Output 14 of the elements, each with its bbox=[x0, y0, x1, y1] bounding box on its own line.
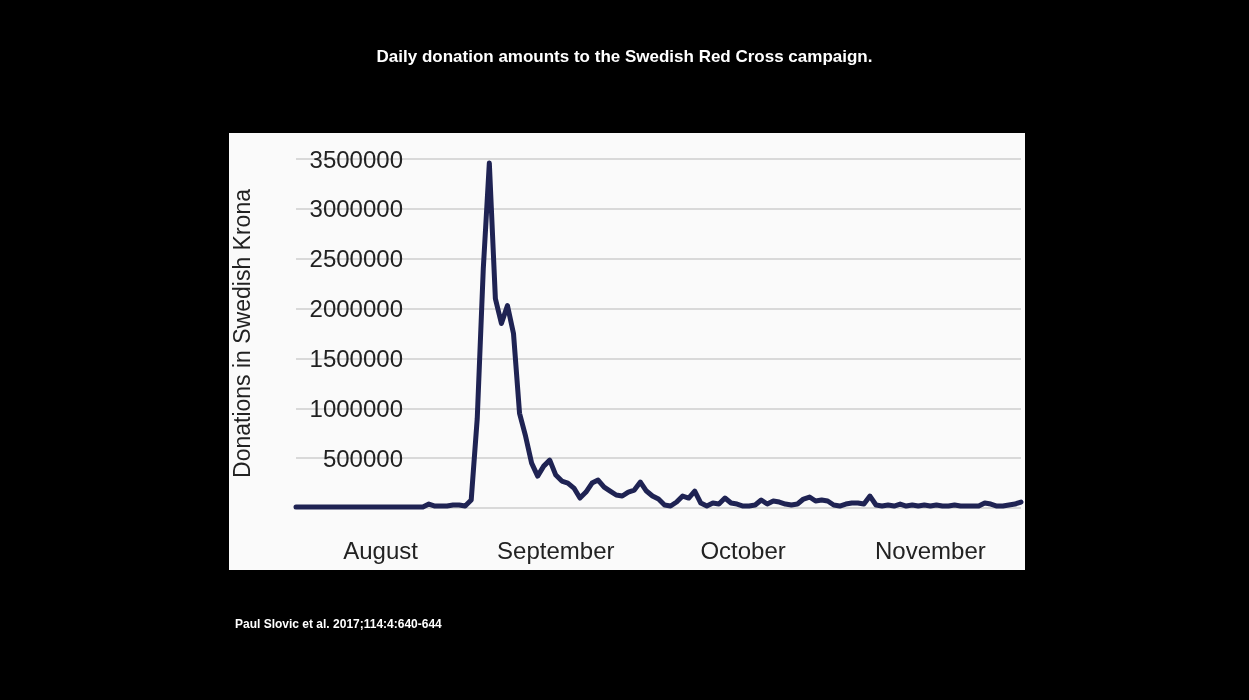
x-tick-label: September bbox=[497, 536, 615, 564]
y-tick-label: 500000 bbox=[322, 444, 403, 472]
y-tick-label: 3000000 bbox=[309, 195, 403, 223]
y-axis-title: Donations in Swedish Krona bbox=[228, 188, 255, 478]
x-tick-label: August bbox=[343, 536, 419, 564]
y-tick-label: 3500000 bbox=[309, 145, 403, 173]
y-tick-label: 2500000 bbox=[309, 245, 403, 273]
text: Paul Slovic et al. 2017;114:4:640-644 bbox=[235, 617, 443, 631]
x-tick-label: November bbox=[875, 536, 986, 564]
chart-title: Daily donation amounts to the Swedish Red Cross campaign. bbox=[376, 47, 873, 66]
y-tick-label: 1000000 bbox=[309, 394, 403, 422]
x-tick-label: October bbox=[700, 536, 786, 564]
y-tick-label: 2000000 bbox=[309, 295, 403, 323]
y-tick-label: 1500000 bbox=[309, 344, 403, 372]
